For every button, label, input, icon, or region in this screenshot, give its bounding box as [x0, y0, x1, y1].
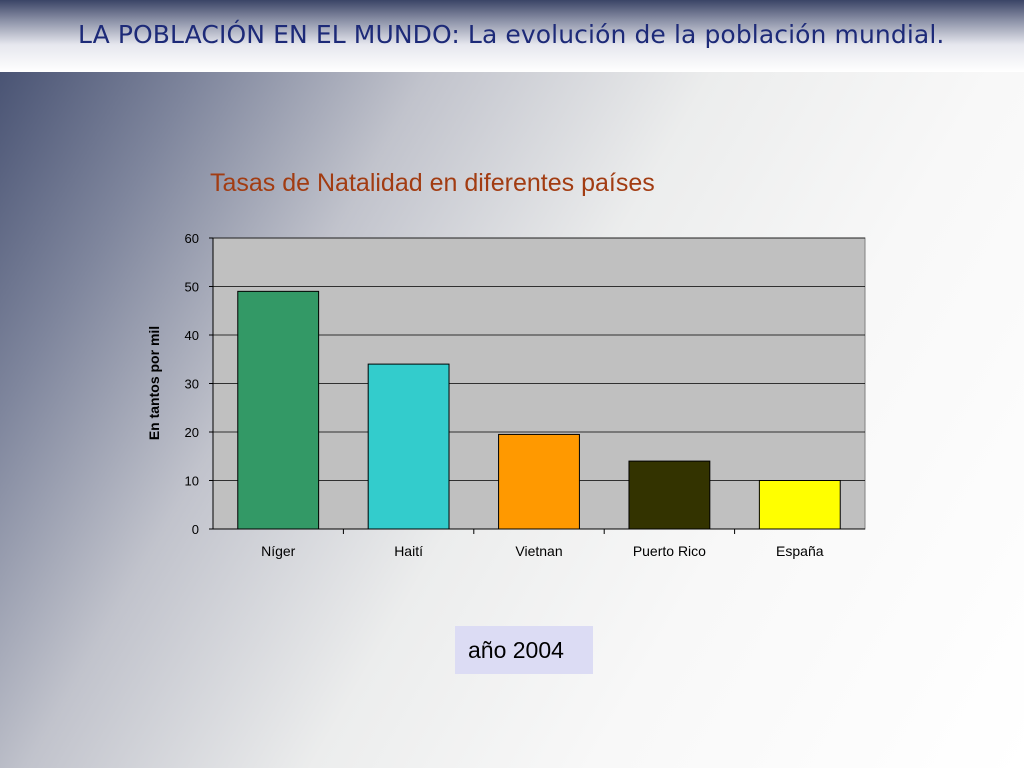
y-tick-label: 30	[185, 377, 199, 392]
y-tick-label: 10	[185, 474, 199, 489]
year-label-box: año 2004	[455, 626, 593, 674]
bar-1	[237, 290, 320, 530]
x-tick-label: Vietnan	[515, 543, 562, 559]
slide-header: LA POBLACIÓN EN EL MUNDO: La evolución d…	[0, 0, 1024, 72]
bar-4	[628, 460, 711, 530]
year-label: año 2004	[468, 637, 564, 663]
y-tick-label: 40	[185, 328, 199, 343]
x-tick-label: Haití	[394, 543, 423, 559]
y-tick-label: 0	[192, 522, 199, 537]
slide-title: LA POBLACIÓN EN EL MUNDO: La evolución d…	[78, 20, 945, 49]
bar-3	[498, 433, 580, 530]
bar-2	[367, 363, 450, 530]
x-tick-label: Puerto Rico	[633, 543, 706, 559]
x-tick-label: España	[776, 543, 824, 559]
bar-5	[758, 480, 841, 530]
y-tick-label: 60	[185, 231, 199, 246]
x-tick-label: Níger	[261, 543, 296, 559]
chart-title: Tasas de Natalidad en diferentes países	[210, 169, 655, 197]
y-tick-label: 20	[185, 425, 199, 440]
y-tick-label: 50	[185, 280, 199, 295]
